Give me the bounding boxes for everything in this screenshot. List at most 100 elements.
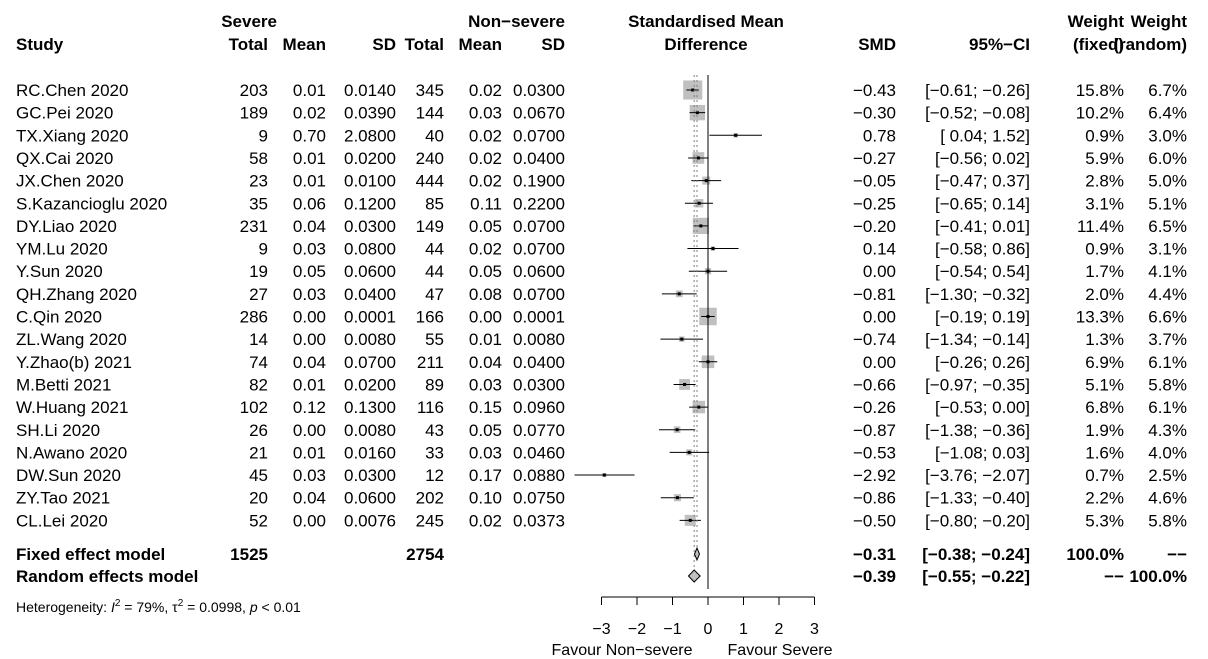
weight-fixed: 100.0% (1066, 545, 1124, 564)
weight-fixed: 5.1% (1085, 375, 1124, 394)
ci-value: [−0.52; −0.08] (925, 104, 1030, 123)
header-nonsevere-sd: SD (541, 35, 565, 54)
severe-mean: 0.01 (293, 81, 326, 100)
nonsevere-total: 44 (425, 262, 444, 281)
table-row: S.Kazancioglu 2020 35 0.06 0.1200 85 0.11 0.22… (16, 194, 1187, 213)
weight-random: 5.0% (1148, 172, 1187, 191)
weight-random: 3.7% (1148, 330, 1187, 349)
study-name: ZL.Wang 2020 (16, 330, 127, 349)
nonsevere-total: 149 (416, 217, 444, 236)
study-point (680, 337, 684, 341)
study-point (697, 405, 701, 409)
nonsevere-sd: 0.0460 (513, 443, 565, 462)
ci-value: [−0.65; 0.14] (935, 194, 1030, 213)
severe-total: 9 (259, 240, 268, 259)
weight-random: 4.1% (1148, 262, 1187, 281)
study-name: Y.Sun 2020 (16, 262, 103, 281)
x-tick-label: −3 (592, 621, 610, 638)
severe-sd: 0.0400 (344, 285, 396, 304)
weight-random: 3.0% (1148, 126, 1187, 145)
x-tick-label: 0 (704, 621, 713, 638)
severe-mean: 0.02 (293, 104, 326, 123)
severe-total: 14 (249, 330, 268, 349)
smd-value: −0.74 (853, 330, 896, 349)
study-name: DW.Sun 2020 (16, 466, 121, 485)
nonsevere-sd: 0.0700 (513, 240, 565, 259)
weight-fixed: 3.1% (1085, 194, 1124, 213)
severe-total: 203 (240, 81, 268, 100)
smd-value: −0.39 (853, 567, 896, 586)
study-rows: RC.Chen 2020 203 0.01 0.0140 345 0.02 0.0300 −0… (16, 81, 1187, 586)
severe-total: 23 (249, 172, 268, 191)
ci-value: [−1.08; 0.03] (935, 443, 1030, 462)
smd-value: −0.30 (853, 104, 896, 123)
nonsevere-mean: 0.00 (469, 308, 502, 327)
ci-value: [−1.38; −0.36] (925, 421, 1030, 440)
study-name: CL.Lei 2020 (16, 511, 108, 530)
nonsevere-total: 12 (425, 466, 444, 485)
severe-sd: 0.0300 (344, 217, 396, 236)
severe-sd: 0.0076 (344, 511, 396, 530)
study-name: YM.Lu 2020 (16, 240, 108, 259)
study-name: Y.Zhao(b) 2021 (16, 353, 132, 372)
severe-mean: 0.04 (293, 489, 326, 508)
header-weight-fixed-2: (fixed) (1073, 35, 1124, 54)
study-name: W.Huang 2021 (16, 398, 128, 417)
smd-value: −0.53 (853, 443, 896, 462)
weight-random: 4.6% (1148, 489, 1187, 508)
table-row: YM.Lu 2020 9 0.03 0.0800 44 0.02 0.0700 0.14 [−0… (16, 240, 1187, 259)
ci-value: [−0.56; 0.02] (935, 149, 1030, 168)
weight-random: 6.0% (1148, 149, 1187, 168)
severe-mean: 0.03 (293, 466, 326, 485)
severe-mean: 0.01 (293, 375, 326, 394)
smd-value: −0.27 (853, 149, 896, 168)
nonsevere-total: 240 (416, 149, 444, 168)
ci-value: [−1.33; −0.40] (925, 489, 1030, 508)
nonsevere-mean: 0.17 (469, 466, 502, 485)
smd-value: −0.50 (853, 511, 896, 530)
table-row: CL.Lei 2020 52 0.00 0.0076 245 0.02 0.0373 −0.5… (16, 511, 1187, 530)
nonsevere-sd: 0.1900 (513, 172, 565, 191)
study-name: QH.Zhang 2020 (16, 285, 137, 304)
weight-fixed: 1.3% (1085, 330, 1124, 349)
ci-value: [−1.30; −0.32] (925, 285, 1030, 304)
header-weight-random-1: Weight (1131, 12, 1188, 31)
severe-sd: 0.0800 (344, 240, 396, 259)
smd-value: −0.43 (853, 81, 896, 100)
severe-total: 1525 (230, 545, 268, 564)
severe-sd: 0.1300 (344, 398, 396, 417)
study-point (691, 88, 695, 92)
severe-total: 82 (249, 375, 268, 394)
weight-fixed: 10.2% (1076, 104, 1124, 123)
severe-mean: 0.00 (293, 511, 326, 530)
table-row: Y.Sun 2020 19 0.05 0.0600 44 0.05 0.0600 0.00 [−… (16, 262, 1187, 281)
severe-sd: 0.0080 (344, 421, 396, 440)
study-name: C.Qin 2020 (16, 308, 102, 327)
weight-fixed: 1.6% (1085, 443, 1124, 462)
severe-total: 102 (240, 398, 268, 417)
nonsevere-total: 166 (416, 308, 444, 327)
nonsevere-mean: 0.03 (469, 375, 502, 394)
nonsevere-mean: 0.05 (469, 421, 502, 440)
nonsevere-sd: 0.0001 (513, 308, 565, 327)
severe-total: 52 (249, 511, 268, 530)
ci-value: [−0.53; 0.00] (935, 398, 1030, 417)
study-name: ZY.Tao 2021 (16, 489, 110, 508)
nonsevere-mean: 0.08 (469, 285, 502, 304)
weight-random: 4.0% (1148, 443, 1187, 462)
ci-value: [−0.38; −0.24] (922, 545, 1030, 564)
severe-total: 35 (249, 194, 268, 213)
nonsevere-total: 85 (425, 194, 444, 213)
plot-area: −3 −2 −1 0 1 2 3 (574, 75, 819, 638)
study-name: RC.Chen 2020 (16, 81, 128, 100)
study-point (602, 473, 606, 477)
weight-random: 4.4% (1148, 285, 1187, 304)
severe-total: 26 (249, 421, 268, 440)
nonsevere-mean: 0.03 (469, 443, 502, 462)
smd-value: −2.92 (853, 466, 896, 485)
study-name: S.Kazancioglu 2020 (16, 194, 167, 213)
severe-mean: 0.00 (293, 330, 326, 349)
severe-total: 9 (259, 126, 268, 145)
severe-sd: 0.0160 (344, 443, 396, 462)
header-nonsevere-mean: Mean (459, 35, 502, 54)
